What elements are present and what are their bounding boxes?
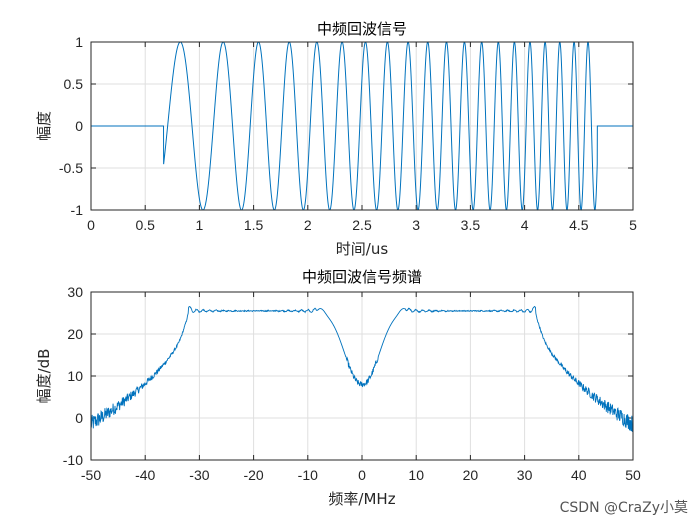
watermark: CSDN @CraZy小莫 xyxy=(560,500,688,516)
x-tick-label: 50 xyxy=(625,467,641,483)
x-tick-label: -40 xyxy=(135,467,155,483)
y-tick-label: -0.5 xyxy=(59,160,83,176)
x-tick-label: 0 xyxy=(358,467,366,483)
axes-box-signal xyxy=(90,41,634,211)
series-line-spectrum xyxy=(90,305,634,432)
x-tick-label: 5 xyxy=(629,217,637,233)
x-tick-label: 0 xyxy=(87,217,95,233)
x-tick-label: 1.5 xyxy=(244,217,264,233)
x-tick-label: -20 xyxy=(243,467,263,483)
x-tick-label: 4.5 xyxy=(569,217,589,233)
ylabel-spectrum: 幅度/dB xyxy=(35,349,53,404)
x-tick-label: -50 xyxy=(81,467,101,483)
title-spectrum: 中频回波信号频谱 xyxy=(302,268,422,286)
series-line-signal xyxy=(91,41,633,211)
x-tick-label: -10 xyxy=(298,467,318,483)
yticks-signal: -1 -0.5 0 0.5 1 xyxy=(59,34,633,218)
x-tick-label: 4 xyxy=(521,217,529,233)
x-tick-label: -30 xyxy=(189,467,209,483)
x-tick-label: 30 xyxy=(517,467,533,483)
x-tick-label: 2.5 xyxy=(352,217,372,233)
x-tick-label: 2 xyxy=(304,217,312,233)
x-tick-label: 1 xyxy=(196,217,204,233)
xlabel-signal: 时间/us xyxy=(336,240,389,258)
x-tick-label: 10 xyxy=(408,467,424,483)
y-tick-label: -1 xyxy=(71,202,84,218)
xlabel-spectrum: 频率/MHz xyxy=(328,490,395,508)
x-tick-label: 40 xyxy=(571,467,587,483)
y-tick-label: 1 xyxy=(75,34,83,50)
subplot-signal: 中频回波信号 0 0.5 1 1.5 2 2.5 3 3.5 4 4.5 5 -1 -0.5 0 0.5 1… xyxy=(35,20,637,258)
x-tick-label: 0.5 xyxy=(135,217,155,233)
y-tick-label: 0.5 xyxy=(64,76,84,92)
x-tick-label: 3.5 xyxy=(461,217,481,233)
xticks-signal: 0 0.5 1 1.5 2 2.5 3 3.5 4 4.5 5 xyxy=(87,42,637,233)
y-tick-label: 20 xyxy=(67,326,83,342)
y-tick-label: -10 xyxy=(63,452,83,468)
x-tick-label: 20 xyxy=(463,467,479,483)
grid-spectrum xyxy=(91,292,633,460)
xticks-spectrum: -50 -40 -30 -20 -10 0 10 20 30 40 50 xyxy=(81,292,641,483)
y-tick-label: 30 xyxy=(67,284,83,300)
y-tick-label: 0 xyxy=(75,410,83,426)
y-tick-label: 10 xyxy=(67,368,83,384)
y-tick-label: 0 xyxy=(75,118,83,134)
ylabel-signal: 幅度 xyxy=(35,111,53,141)
x-tick-label: 3 xyxy=(412,217,420,233)
title-signal: 中频回波信号 xyxy=(317,20,407,38)
subplot-spectrum: 中频回波信号频谱 -50 -40 -30 -20 -10 0 10 20 30 40 50 -10 0… xyxy=(35,268,641,508)
axes-box-spectrum xyxy=(90,291,634,461)
